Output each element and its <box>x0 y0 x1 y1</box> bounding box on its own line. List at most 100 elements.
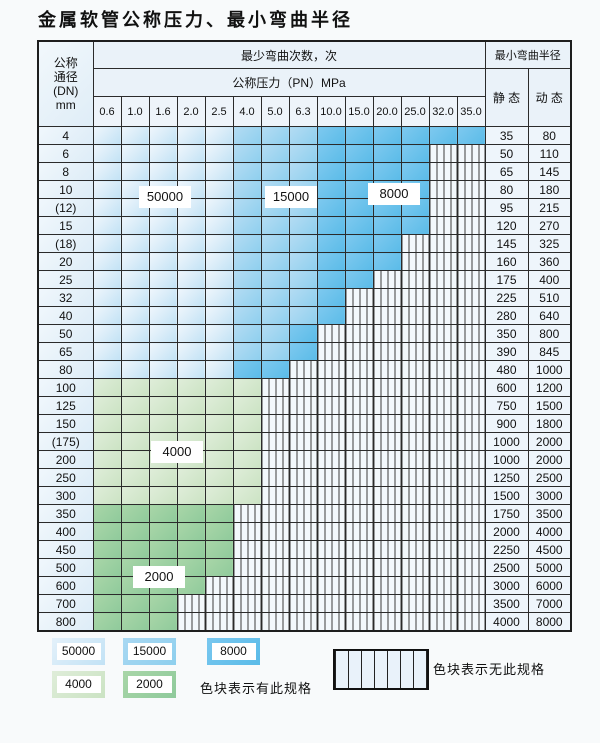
no-spec-cell <box>428 180 458 199</box>
pressure-value: 35.0 <box>456 96 486 127</box>
no-spec-cell <box>316 594 346 613</box>
spec-cell-8000 <box>316 306 346 325</box>
no-spec-cell <box>372 450 402 469</box>
dynamic-radius-value: 110 <box>527 144 572 163</box>
spec-cell-4000 <box>176 486 206 505</box>
dynamic-radius-value: 4000 <box>527 522 572 541</box>
spec-cell-15000 <box>288 126 318 145</box>
spec-cell-8000 <box>344 144 374 163</box>
no-spec-cell <box>400 378 430 397</box>
spec-cell-4000 <box>176 414 206 433</box>
dn-label: 20 <box>37 252 94 271</box>
spec-cell-8000 <box>316 252 346 271</box>
table-row-dn-400: 400 2000 4000 <box>37 522 572 541</box>
table-row-dn-800: 800 4000 8000 <box>37 612 572 632</box>
spec-cell-15000 <box>260 162 290 181</box>
spec-cell-15000 <box>232 126 262 145</box>
spec-cell-15000 <box>260 144 290 163</box>
no-spec-cell <box>456 216 486 235</box>
no-spec-cell <box>428 234 458 253</box>
spec-cell-8000 <box>344 252 374 271</box>
spec-cell-4000 <box>148 414 178 433</box>
dynamic-radius-value: 360 <box>527 252 572 271</box>
no-spec-cell <box>316 486 346 505</box>
spec-cell-15000 <box>232 180 262 199</box>
no-spec-cell <box>428 288 458 307</box>
spec-cell-15000 <box>232 144 262 163</box>
spec-cell-15000 <box>288 288 318 307</box>
no-spec-cell <box>372 594 402 613</box>
dynamic-radius-value: 5000 <box>527 558 572 577</box>
dynamic-radius-value: 2500 <box>527 468 572 487</box>
no-spec-cell <box>428 450 458 469</box>
static-radius-value: 350 <box>484 324 529 343</box>
no-spec-cell <box>344 288 374 307</box>
dynamic-radius-value: 270 <box>527 216 572 235</box>
cycles-label-4000: 4000 <box>151 441 203 463</box>
no-spec-cell <box>372 432 402 451</box>
legend-swatch-15000: 15000 <box>123 638 176 665</box>
no-spec-cell <box>456 396 486 415</box>
table-row-dn-300: 300 1500 3000 <box>37 486 572 505</box>
no-spec-cell <box>344 306 374 325</box>
no-spec-cell <box>372 342 402 361</box>
static-radius-value: 145 <box>484 234 529 253</box>
dynamic-radius-value: 80 <box>527 126 572 145</box>
no-spec-cell <box>316 522 346 541</box>
spec-cell-8000 <box>316 144 346 163</box>
spec-cell-15000 <box>288 234 318 253</box>
dn-label: 250 <box>37 468 94 487</box>
spec-cell-50000 <box>92 252 122 271</box>
no-spec-cell <box>344 360 374 379</box>
legend-swatch-2000: 2000 <box>123 671 176 698</box>
no-spec-cell <box>400 324 430 343</box>
table-row-dn-65: 65 390 845 <box>37 342 572 361</box>
no-spec-cell <box>176 594 206 613</box>
spec-cell-4000 <box>92 414 122 433</box>
no-spec-cell <box>456 144 486 163</box>
spec-cell-2000 <box>92 504 122 523</box>
spec-cell-50000 <box>176 288 206 307</box>
static-radius-value: 50 <box>484 144 529 163</box>
spec-cell-50000 <box>148 162 178 181</box>
dynamic-radius-value: 400 <box>527 270 572 289</box>
no-spec-cell <box>428 486 458 505</box>
spec-cell-4000 <box>120 432 150 451</box>
table-row-dn-125: 125 750 1500 <box>37 396 572 415</box>
no-spec-cell <box>316 540 346 559</box>
spec-cell-15000 <box>232 162 262 181</box>
spec-cell-4000 <box>232 468 262 487</box>
static-radius-value: 1000 <box>484 450 529 469</box>
cycles-label-2000: 2000 <box>133 566 185 588</box>
pressure-value: 1.0 <box>120 96 150 127</box>
no-spec-cell <box>344 486 374 505</box>
no-spec-cell <box>344 576 374 595</box>
spec-cell-2000 <box>204 522 234 541</box>
no-spec-cell <box>372 270 402 289</box>
static-radius-value: 65 <box>484 162 529 181</box>
no-spec-cell <box>428 216 458 235</box>
table-row-dn-600: 600 3000 6000 <box>37 576 572 595</box>
no-spec-cell <box>316 576 346 595</box>
pressure-value: 10.0 <box>316 96 346 127</box>
table-row-dn-150: 150 900 1800 <box>37 414 572 433</box>
spec-cell-8000 <box>344 180 374 199</box>
spec-cell-8000 <box>316 126 346 145</box>
dn-label: 450 <box>37 540 94 559</box>
no-spec-cell <box>344 522 374 541</box>
no-spec-cell <box>456 360 486 379</box>
spec-cell-2000 <box>120 594 150 613</box>
no-spec-cell <box>428 360 458 379</box>
no-spec-cell <box>400 306 430 325</box>
dynamic-radius-value: 1200 <box>527 378 572 397</box>
dn-label: 65 <box>37 342 94 361</box>
no-spec-cell <box>288 576 318 595</box>
static-radius-value: 4000 <box>484 612 529 632</box>
spec-cell-15000 <box>260 288 290 307</box>
spec-cell-2000 <box>92 522 122 541</box>
spec-cell-4000 <box>120 450 150 469</box>
no-spec-cell <box>344 594 374 613</box>
dynamic-radius-value: 145 <box>527 162 572 181</box>
spec-cell-50000 <box>148 360 178 379</box>
spec-cell-4000 <box>232 486 262 505</box>
